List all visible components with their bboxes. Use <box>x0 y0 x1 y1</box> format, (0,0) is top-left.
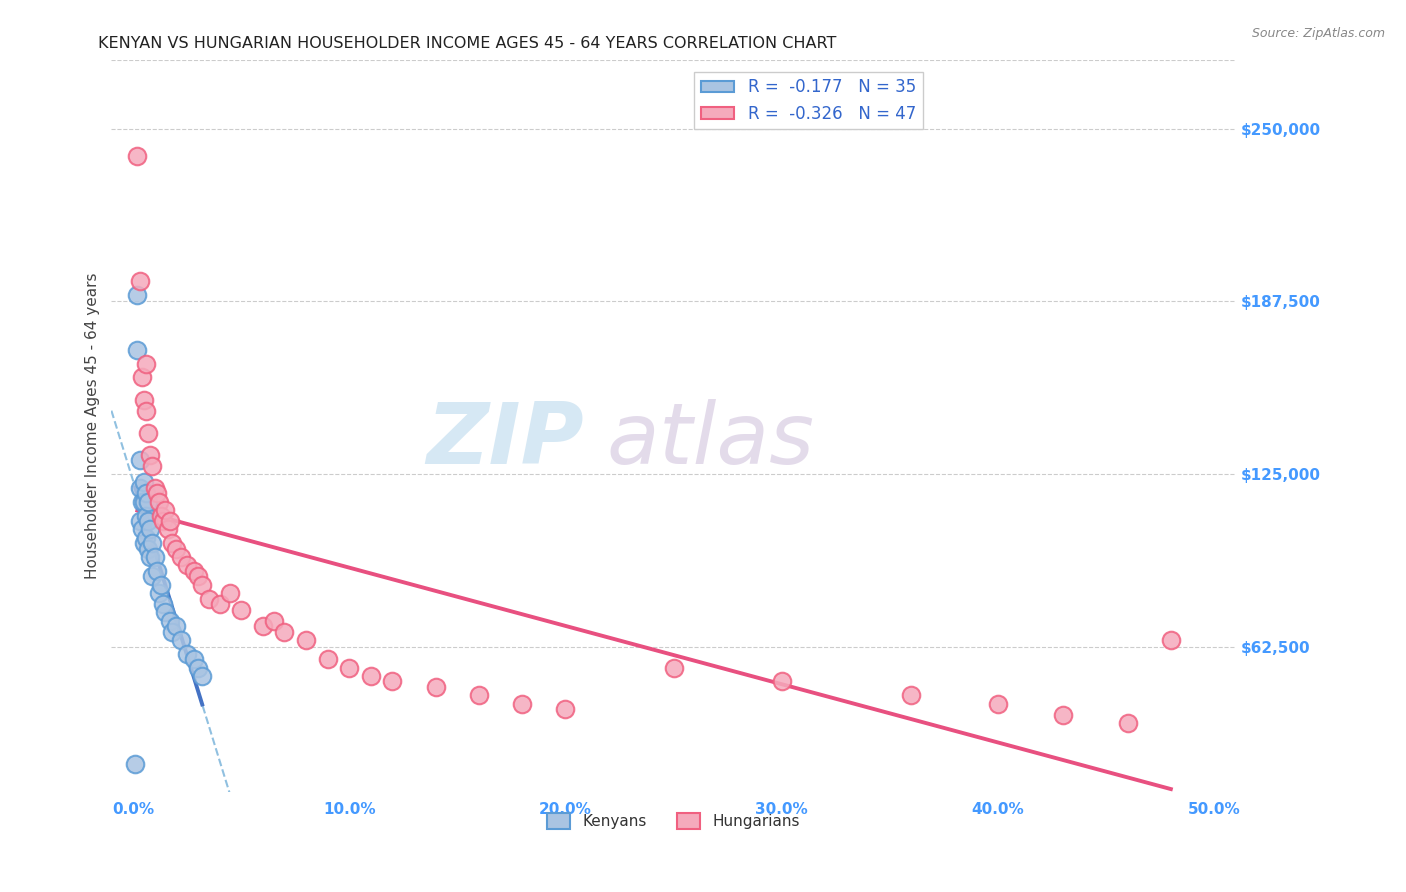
Point <box>165 619 187 633</box>
Text: atlas: atlas <box>606 399 814 482</box>
Point <box>156 523 179 537</box>
Point <box>127 287 149 301</box>
Point <box>155 605 177 619</box>
Point <box>132 495 155 509</box>
Point <box>132 392 155 407</box>
Point <box>159 614 181 628</box>
Point <box>183 652 205 666</box>
Point <box>136 425 159 440</box>
Point <box>148 586 170 600</box>
Point <box>425 680 447 694</box>
Point <box>160 624 183 639</box>
Point <box>135 531 157 545</box>
Point <box>191 669 214 683</box>
Point <box>316 652 339 666</box>
Point <box>135 403 157 417</box>
Point <box>131 523 153 537</box>
Point <box>150 508 173 523</box>
Point <box>295 632 318 647</box>
Point <box>148 495 170 509</box>
Y-axis label: Householder Income Ages 45 - 64 years: Householder Income Ages 45 - 64 years <box>86 273 100 579</box>
Point <box>165 541 187 556</box>
Text: ZIP: ZIP <box>426 399 583 482</box>
Point <box>176 647 198 661</box>
Point <box>169 632 191 647</box>
Point <box>191 577 214 591</box>
Point <box>139 549 162 564</box>
Point <box>187 660 209 674</box>
Point <box>381 674 404 689</box>
Point <box>510 697 533 711</box>
Point <box>141 458 163 473</box>
Point <box>127 343 149 357</box>
Point <box>1052 707 1074 722</box>
Point <box>135 486 157 500</box>
Point <box>139 523 162 537</box>
Point <box>141 536 163 550</box>
Point <box>1116 715 1139 730</box>
Point <box>128 274 150 288</box>
Point <box>187 569 209 583</box>
Point <box>135 508 157 523</box>
Point <box>124 757 146 772</box>
Point <box>900 688 922 702</box>
Point <box>136 514 159 528</box>
Point <box>160 536 183 550</box>
Point <box>131 495 153 509</box>
Point <box>360 669 382 683</box>
Point <box>219 586 242 600</box>
Point <box>131 370 153 384</box>
Point <box>554 702 576 716</box>
Point <box>152 597 174 611</box>
Point <box>197 591 219 606</box>
Point <box>146 486 169 500</box>
Point <box>146 564 169 578</box>
Point <box>155 503 177 517</box>
Point <box>273 624 295 639</box>
Point <box>468 688 491 702</box>
Point <box>127 149 149 163</box>
Point <box>132 536 155 550</box>
Point <box>136 541 159 556</box>
Point <box>231 602 253 616</box>
Point <box>337 660 360 674</box>
Point <box>159 514 181 528</box>
Point <box>662 660 685 674</box>
Point <box>139 448 162 462</box>
Legend: Kenyans, Hungarians: Kenyans, Hungarians <box>541 807 806 836</box>
Point <box>987 697 1010 711</box>
Point <box>152 514 174 528</box>
Point <box>169 549 191 564</box>
Point <box>252 619 274 633</box>
Point <box>770 674 793 689</box>
Point <box>1160 632 1182 647</box>
Point <box>176 558 198 573</box>
Point <box>128 514 150 528</box>
Text: Source: ZipAtlas.com: Source: ZipAtlas.com <box>1251 27 1385 40</box>
Point <box>143 549 166 564</box>
Point <box>128 453 150 467</box>
Point <box>150 577 173 591</box>
Point <box>208 597 231 611</box>
Point <box>135 357 157 371</box>
Point <box>128 481 150 495</box>
Point <box>136 495 159 509</box>
Point <box>132 475 155 490</box>
Point <box>263 614 285 628</box>
Text: KENYAN VS HUNGARIAN HOUSEHOLDER INCOME AGES 45 - 64 YEARS CORRELATION CHART: KENYAN VS HUNGARIAN HOUSEHOLDER INCOME A… <box>98 36 837 51</box>
Point <box>183 564 205 578</box>
Point <box>143 481 166 495</box>
Point <box>141 569 163 583</box>
